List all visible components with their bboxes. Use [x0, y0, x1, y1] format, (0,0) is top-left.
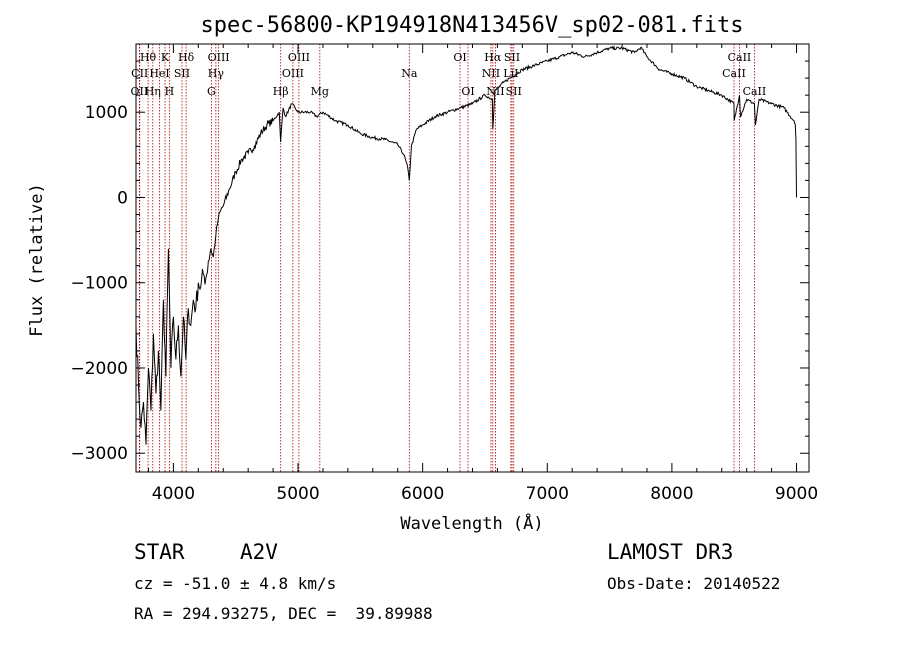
x-tick-label: 5000: [276, 484, 319, 504]
spectral-line-label: OII: [131, 85, 149, 98]
spectral-line-label: G: [207, 85, 216, 98]
y-axis-ticks: −3000 −2000 −1000 0 1000: [70, 60, 809, 464]
y-tick-label: 1000: [85, 103, 128, 123]
spectral-line-label: OIII: [208, 51, 230, 64]
x-tick-label: 4000: [152, 484, 195, 504]
x-tick-label: 7000: [526, 484, 569, 504]
x-tick-label: 6000: [401, 484, 444, 504]
spectral-line-label: Mg: [311, 85, 329, 98]
spectral-line-label: Hβ: [273, 85, 289, 98]
x-axis-label: Wavelength (Å): [400, 512, 543, 534]
spectral-line-label: OI: [453, 51, 466, 64]
spectral-line-label: Hη: [145, 85, 161, 98]
redshift-velocity: cz = -51.0 ± 4.8 km/s: [134, 574, 337, 593]
spectral-line-label: Hα: [484, 51, 502, 64]
spectral-line-label: SII: [506, 85, 522, 98]
spectral-line-label: OI: [461, 85, 474, 98]
object-class: STAR: [134, 540, 185, 564]
y-tick-label: 0: [117, 188, 128, 208]
spectral-line-label: Na: [401, 67, 418, 80]
survey-name: LAMOST DR3: [607, 540, 734, 564]
plot-frame: [135, 43, 810, 473]
plot-series: [135, 45, 797, 445]
spectral-line-label: H: [165, 85, 175, 98]
spectral-line-label: Hδ: [178, 51, 195, 64]
y-axis-label: Flux (relative): [27, 183, 47, 337]
spectral-line-label: NII: [482, 67, 500, 80]
spectral-line-label: Hθ: [140, 51, 157, 64]
spectral-line-markers: [138, 44, 755, 472]
spectral-line-label: CaII: [722, 67, 746, 80]
spectral-line-label: K: [161, 51, 170, 64]
spectral-line-label: NII: [486, 85, 504, 98]
x-tick-label: 8000: [650, 484, 693, 504]
y-tick-label: −3000: [70, 444, 128, 464]
spectral-line-label: LiI: [503, 67, 518, 80]
observation-date: Obs-Date: 20140522: [607, 574, 781, 593]
spectral-line-label: Hγ: [208, 67, 225, 80]
spectral-line-label: CaII: [728, 51, 752, 64]
spectral-line-label: OIII: [282, 67, 304, 80]
spectral-line-label: CaII: [743, 85, 767, 98]
chart-title: spec-56800-KP194918N413456V_sp02-081.fit…: [200, 13, 743, 38]
y-tick-label: −1000: [70, 274, 128, 294]
spectral-line-label: SII: [174, 67, 190, 80]
object-subclass: A2V: [240, 540, 278, 564]
spectral-line-label: SII: [504, 51, 520, 64]
spectral-line-label: CII: [131, 67, 148, 80]
y-tick-label: −2000: [70, 359, 128, 379]
spectral-line-label: OIII: [288, 51, 310, 64]
flux-series-line: [135, 45, 797, 445]
x-tick-label: 9000: [775, 484, 818, 504]
spectral-line-label: HeI: [149, 67, 169, 80]
x-axis-ticks: 4000 5000 6000 7000 8000 9000: [147, 44, 818, 504]
coordinates: RA = 294.93275, DEC = 39.89988: [134, 604, 433, 623]
